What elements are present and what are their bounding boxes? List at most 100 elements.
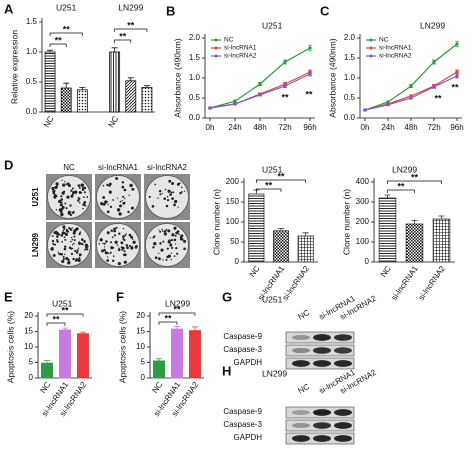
- colony: [69, 228, 73, 231]
- blot-band: [292, 422, 310, 429]
- colony: [62, 231, 64, 233]
- legend-marker: [214, 54, 218, 58]
- colony: [152, 246, 155, 249]
- colony: [104, 251, 108, 255]
- point: [386, 103, 390, 107]
- colony: [55, 182, 59, 186]
- colony: [110, 246, 114, 250]
- colony: [82, 207, 84, 210]
- colony: [70, 236, 73, 239]
- colony: [51, 240, 54, 243]
- colony: [183, 247, 186, 251]
- colony: [83, 201, 87, 204]
- colony: [64, 239, 67, 241]
- colony: [62, 183, 66, 187]
- colony: [63, 236, 66, 239]
- error-bar: [411, 220, 418, 224]
- colony: [72, 211, 75, 214]
- blot-title: LN299: [262, 368, 287, 378]
- chart-title: U251: [52, 298, 73, 308]
- point: [258, 82, 262, 86]
- legend-marker: [369, 54, 373, 58]
- x-tick-label: si-lncRNA2: [417, 264, 448, 302]
- bar: [189, 330, 201, 379]
- colony: [111, 259, 115, 263]
- colony: [77, 184, 81, 187]
- colony: [118, 232, 121, 235]
- error-bar: [111, 47, 118, 52]
- error-bar: [62, 327, 68, 330]
- colony: [169, 193, 172, 196]
- colony: [123, 201, 126, 205]
- colony: [53, 243, 57, 246]
- y-tick-label: 0: [29, 373, 34, 382]
- colony: [123, 253, 127, 257]
- colony: [62, 255, 65, 258]
- colony: [117, 261, 121, 266]
- colony: [54, 185, 58, 189]
- colony: [60, 201, 63, 204]
- panel-label: F: [116, 289, 124, 304]
- y-tick-label: 0: [235, 257, 240, 266]
- y-axis-label: Clone number (n): [211, 189, 221, 255]
- colony: [179, 237, 183, 241]
- colony: [78, 186, 81, 189]
- colony: [128, 194, 130, 196]
- blot-title: U251: [262, 294, 283, 304]
- blot-band: [334, 334, 352, 341]
- colony: [61, 259, 65, 264]
- colony: [73, 239, 76, 242]
- legend-label: si-lncRNA2: [224, 53, 257, 60]
- chart-title: LN299: [392, 164, 417, 174]
- colony: [59, 252, 62, 256]
- colony: [166, 195, 169, 198]
- colony: [56, 233, 58, 235]
- colony: [55, 209, 58, 211]
- error-bar: [127, 77, 134, 81]
- colony: [158, 252, 160, 254]
- colony: [106, 201, 108, 203]
- group-label: LN299: [118, 2, 143, 12]
- colony: [66, 195, 70, 199]
- colony: [80, 242, 83, 246]
- blot-band: [292, 435, 310, 442]
- colony: [115, 177, 119, 180]
- chart-title: U251: [262, 164, 283, 174]
- significance-label: **: [127, 20, 135, 30]
- error-bar: [384, 194, 391, 198]
- bar: [272, 230, 290, 263]
- y-tick-label: 0.0: [189, 113, 201, 122]
- blot-band: [313, 360, 331, 367]
- colony: [157, 257, 161, 261]
- colony: [113, 229, 117, 233]
- colony: [58, 233, 61, 236]
- colony: [121, 181, 125, 184]
- colony: [130, 246, 134, 250]
- colony: [181, 191, 183, 193]
- colony: [165, 258, 168, 261]
- y-tick-label: 200: [356, 217, 370, 226]
- colony: [51, 186, 55, 191]
- colony: [53, 193, 57, 197]
- colony: [131, 187, 135, 191]
- colony: [166, 247, 169, 250]
- colony: [123, 188, 127, 192]
- colony: [78, 191, 82, 194]
- x-tick-label: 0h: [206, 123, 215, 132]
- colony: [153, 235, 156, 238]
- y-tick-label: 0.0: [26, 107, 38, 116]
- colony: [118, 212, 122, 216]
- colony: [84, 205, 87, 207]
- colony: [106, 210, 110, 214]
- colony: [122, 195, 125, 198]
- colony: [112, 246, 115, 249]
- row-label: LN299: [31, 232, 40, 257]
- colony: [149, 237, 151, 239]
- colony: [162, 259, 164, 261]
- colony: [106, 256, 109, 258]
- bar: [171, 328, 183, 379]
- colony: [153, 242, 157, 246]
- colony: [101, 249, 104, 253]
- colony: [178, 182, 181, 185]
- colony: [161, 230, 164, 232]
